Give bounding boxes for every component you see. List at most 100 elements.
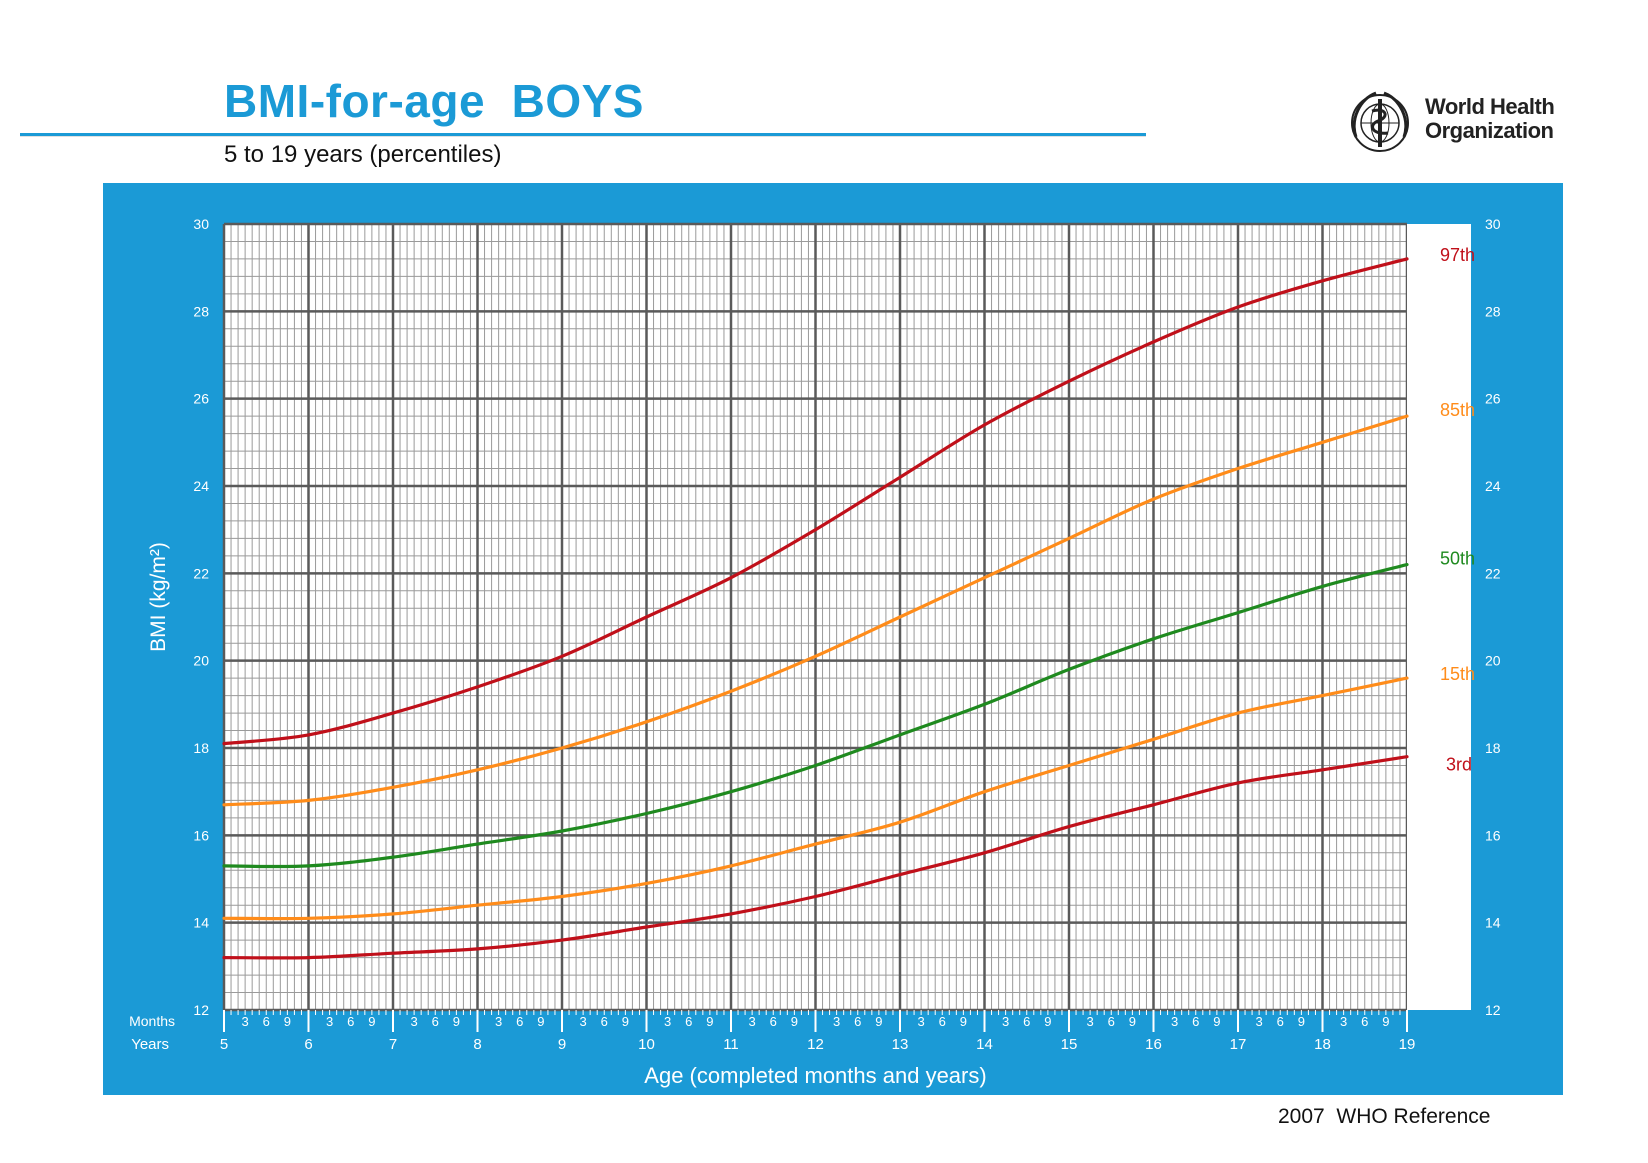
- y-tick-label-right: 12: [1485, 1002, 1501, 1018]
- y-tick-label-left: 30: [193, 216, 209, 232]
- y-tick-label-right: 30: [1485, 216, 1501, 232]
- x-month-tick-label: 9: [1382, 1014, 1389, 1029]
- x-month-tick-label: 9: [622, 1014, 629, 1029]
- x-year-tick-label: 9: [558, 1036, 566, 1053]
- series-label-50th: 50th: [1440, 549, 1475, 569]
- x-month-tick-label: 9: [1213, 1014, 1220, 1029]
- y-tick-label-left: 28: [193, 303, 209, 319]
- x-month-tick-label: 9: [453, 1014, 460, 1029]
- title-rule: [20, 133, 1146, 137]
- x-year-tick-label: 14: [976, 1036, 993, 1053]
- x-month-tick-label: 6: [1023, 1014, 1030, 1029]
- x-year-tick-label: 16: [1145, 1036, 1162, 1053]
- x-month-tick-label: 6: [347, 1014, 354, 1029]
- years-row-label: Years: [131, 1036, 169, 1053]
- x-month-tick-label: 3: [242, 1014, 249, 1029]
- x-year-tick-label: 7: [389, 1036, 397, 1053]
- x-year-tick-label: 6: [304, 1036, 312, 1053]
- x-month-tick-label: 3: [1171, 1014, 1178, 1029]
- y-tick-label-right: 14: [1485, 915, 1501, 931]
- chart-title: BMI-for-age BOYS: [224, 75, 644, 127]
- x-month-tick-label: 3: [326, 1014, 333, 1029]
- chart-subtitle: 5 to 19 years (percentiles): [224, 141, 502, 168]
- who-logo-text: World Health Organization: [1425, 94, 1555, 143]
- x-month-tick-label: 3: [1340, 1014, 1347, 1029]
- x-year-tick-label: 12: [807, 1036, 824, 1053]
- y-tick-label-right: 26: [1485, 391, 1501, 407]
- x-month-tick-label: 9: [284, 1014, 291, 1029]
- who-emblem-icon: [1351, 91, 1409, 152]
- x-year-tick-label: 19: [1399, 1036, 1416, 1053]
- y-tick-label-left: 12: [193, 1002, 209, 1018]
- footer-reference: 2007 WHO Reference: [1278, 1105, 1491, 1128]
- series-label-85th: 85th: [1440, 400, 1475, 420]
- x-month-tick-label: 9: [537, 1014, 544, 1029]
- x-month-tick-label: 3: [1256, 1014, 1263, 1029]
- series-line-97th: [222, 257, 1409, 746]
- x-month-tick-label: 9: [960, 1014, 967, 1029]
- x-month-tick-label: 3: [664, 1014, 671, 1029]
- y-tick-label-left: 22: [193, 565, 209, 581]
- x-month-tick-label: 9: [706, 1014, 713, 1029]
- y-tick-label-left: 14: [193, 915, 209, 931]
- x-month-tick-label: 6: [770, 1014, 777, 1029]
- series-label-97th: 97th: [1440, 245, 1475, 265]
- x-month-tick-label: 9: [1044, 1014, 1051, 1029]
- x-month-tick-label: 3: [749, 1014, 756, 1029]
- series-line-85th: [222, 414, 1409, 807]
- x-month-tick-label: 6: [601, 1014, 608, 1029]
- x-month-tick-label: 6: [516, 1014, 523, 1029]
- series-line-50th: [222, 563, 1409, 869]
- x-month-tick-label: 9: [368, 1014, 375, 1029]
- x-year-tick-label: 15: [1061, 1036, 1078, 1053]
- bmi-chart: 12 12 14 14 16 16 18 18 20 20 22 22 24 24 26 26 28 28 30 30…: [129, 216, 1501, 1088]
- y-tick-label-left: 20: [193, 653, 209, 669]
- series-line-15th: [222, 676, 1409, 921]
- x-year-tick-label: 5: [220, 1036, 228, 1053]
- x-month-tick-label: 3: [1087, 1014, 1094, 1029]
- series-label-3rd: 3rd: [1446, 755, 1472, 775]
- series-label-strip: [1407, 224, 1471, 1010]
- x-month-tick-label: 6: [432, 1014, 439, 1029]
- series-label-15th: 15th: [1440, 664, 1475, 684]
- x-month-tick-label: 9: [875, 1014, 882, 1029]
- x-year-tick-label: 17: [1230, 1036, 1247, 1053]
- x-month-tick-label: 3: [580, 1014, 587, 1029]
- minor-grid: [223, 223, 1408, 1011]
- x-year-tick-label: 8: [473, 1036, 481, 1053]
- y-tick-label-left: 24: [193, 478, 209, 494]
- chart-panel: 12 12 14 14 16 16 18 18 20 20 22 22 24 24 26 26 28 28 30 30…: [103, 183, 1563, 1095]
- y-tick-label-right: 24: [1485, 478, 1501, 494]
- y-tick-label-left: 18: [193, 740, 209, 756]
- logo-line-1: World Health: [1425, 94, 1555, 119]
- y-axis-title: BMI (kg/m²): [147, 542, 170, 652]
- x-month-tick-label: 6: [1192, 1014, 1199, 1029]
- series-line-3rd: [222, 755, 1409, 960]
- y-tick-label-left: 26: [193, 391, 209, 407]
- y-tick-label-right: 18: [1485, 740, 1501, 756]
- y-tick-label-left: 16: [193, 827, 209, 843]
- x-year-tick-label: 18: [1314, 1036, 1331, 1053]
- x-month-tick-label: 6: [263, 1014, 270, 1029]
- y-tick-label-right: 20: [1485, 653, 1501, 669]
- x-month-tick-label: 6: [854, 1014, 861, 1029]
- x-year-tick-label: 10: [638, 1036, 655, 1053]
- x-month-tick-label: 9: [1129, 1014, 1136, 1029]
- x-year-tick-label: 13: [892, 1036, 909, 1053]
- x-month-tick-label: 6: [1361, 1014, 1368, 1029]
- x-month-tick-label: 3: [495, 1014, 502, 1029]
- x-month-tick-label: 3: [1002, 1014, 1009, 1029]
- months-row-label: Months: [129, 1013, 175, 1029]
- x-month-tick-label: 9: [791, 1014, 798, 1029]
- x-year-tick-label: 11: [723, 1036, 739, 1053]
- x-month-tick-label: 3: [833, 1014, 840, 1029]
- y-tick-label-right: 16: [1485, 827, 1501, 843]
- logo-line-2: Organization: [1425, 118, 1554, 143]
- x-month-tick-label: 6: [1277, 1014, 1284, 1029]
- x-month-tick-label: 6: [1108, 1014, 1115, 1029]
- y-tick-label-right: 28: [1485, 303, 1501, 319]
- x-month-tick-label: 3: [918, 1014, 925, 1029]
- x-month-tick-label: 6: [939, 1014, 946, 1029]
- x-month-tick-label: 6: [685, 1014, 692, 1029]
- y-tick-label-right: 22: [1485, 565, 1501, 581]
